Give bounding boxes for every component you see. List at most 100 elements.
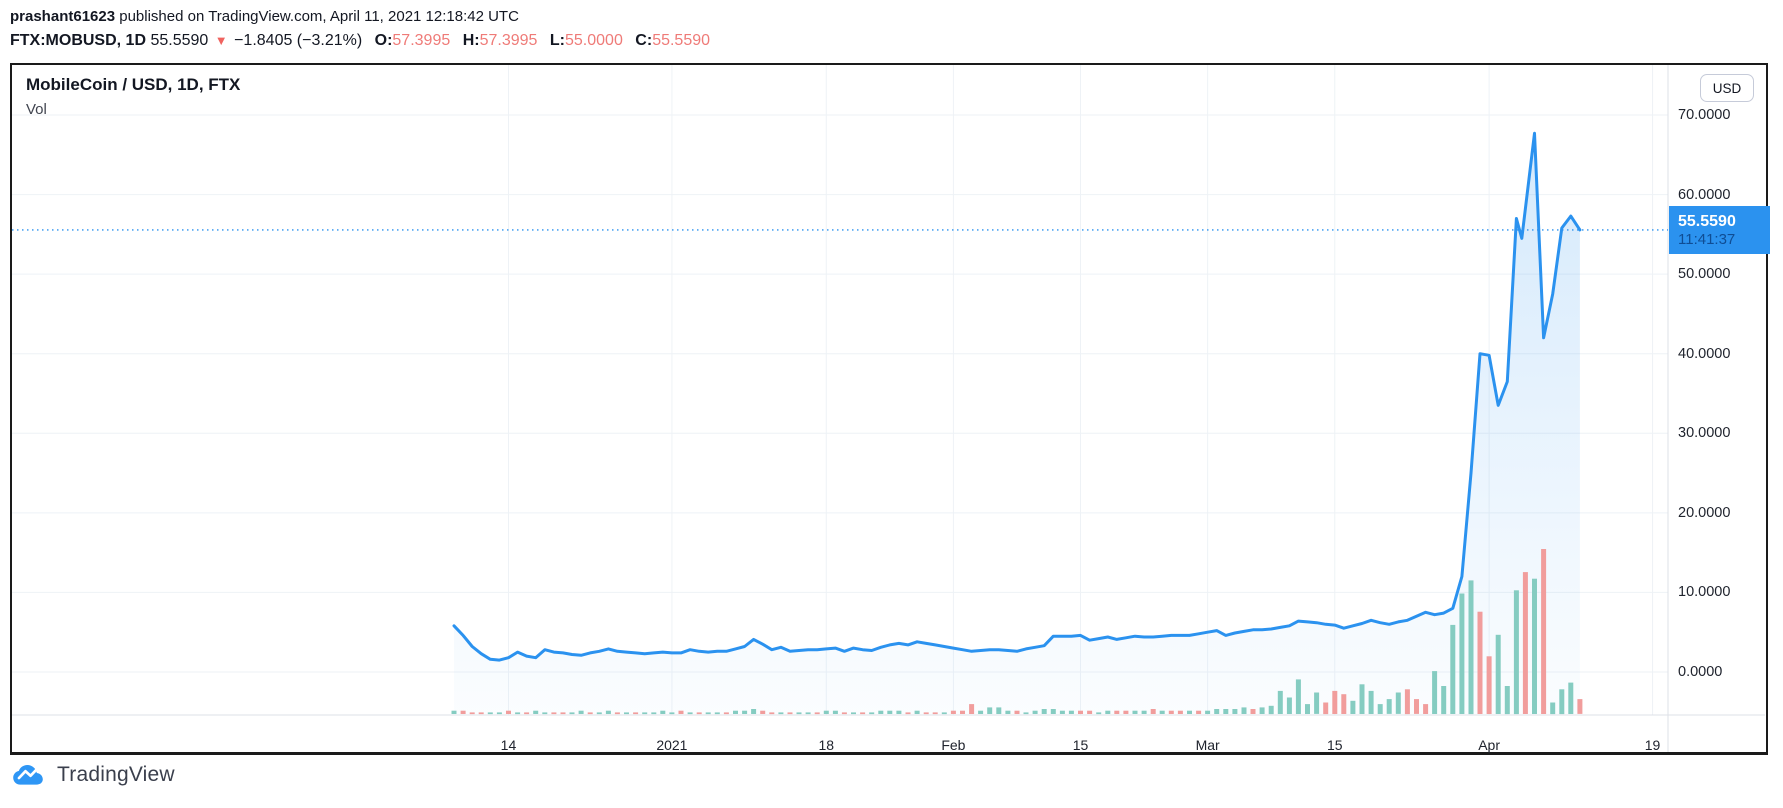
volume-bar-up [1305, 704, 1310, 714]
chart-title: MobileCoin / USD, 1D, FTX [26, 75, 241, 94]
volume-bar-up [1286, 697, 1292, 714]
high-value: 57.3995 [479, 32, 538, 49]
time-axis-label: 18 [818, 737, 835, 753]
volume-bar-up [751, 709, 757, 714]
volume-bar-down [932, 712, 938, 715]
volume-bar-up [578, 710, 584, 714]
volume-bar-up [1395, 692, 1401, 714]
volume-bar-up [987, 707, 993, 714]
volume-bar-up [869, 712, 875, 715]
volume-bar-down [950, 710, 956, 714]
volume-bar-up [978, 710, 984, 714]
volume-bar-down [1477, 611, 1483, 714]
volume-bar-up [1159, 710, 1165, 714]
volume-bar-up [914, 710, 920, 714]
author-name: prashant61623 [10, 8, 116, 25]
volume-bar-down [1486, 656, 1492, 714]
time-axis-label: 19 [1644, 737, 1661, 753]
volume-bar-up [1568, 682, 1574, 714]
volume-bar-up [1223, 709, 1229, 714]
snapshot-header: prashant61623 published on TradingView.c… [10, 6, 710, 52]
time-axis-label: Feb [941, 737, 966, 753]
volume-bar-down [1177, 710, 1183, 714]
volume-bar-up [542, 712, 548, 715]
volume-bar-up [851, 712, 856, 715]
volume-bar-down [1123, 710, 1129, 714]
volume-bar-up [823, 710, 829, 714]
volume-bar-up [941, 712, 947, 715]
publish-info: published on TradingView.com, April 11, … [115, 8, 519, 25]
volume-bar-up [1232, 709, 1238, 714]
volume-bar-up [605, 710, 611, 714]
volume-bar-up [669, 712, 675, 715]
volume-bar-up [1368, 690, 1374, 714]
volume-indicator-label: Vol [26, 101, 47, 118]
volume-bar-up [1268, 705, 1274, 715]
volume-bar-up [660, 710, 666, 714]
price-chart-plot[interactable] [12, 65, 1765, 752]
chart-frame: MobileCoin / USD, 1D, FTX Vol USD 70.000… [10, 63, 1770, 755]
price-axis-label: 40.0000 [1678, 345, 1731, 362]
volume-bar-down [787, 712, 793, 715]
volume-bar-up [624, 712, 629, 715]
volume-bar-down [1577, 699, 1583, 714]
volume-bar-up [1550, 702, 1556, 715]
volume-bar-up [1495, 634, 1501, 714]
volume-bar-down [814, 712, 820, 715]
price-axis-label: 30.0000 [1678, 425, 1731, 442]
volume-bar-up [1050, 709, 1056, 714]
volume-bar-up [1432, 671, 1438, 714]
price-axis-label: 0.0000 [1678, 664, 1723, 680]
volume-bar-up [1205, 710, 1211, 714]
volume-bar-down [633, 712, 639, 715]
volume-bar-up [642, 712, 648, 715]
volume-bar-up [1350, 700, 1356, 714]
volume-bar-up [1504, 686, 1510, 715]
open-label: O: [374, 32, 393, 49]
time-axis-label: 14 [500, 737, 517, 753]
volume-bar-up [569, 712, 575, 715]
volume-bar-up [742, 710, 748, 714]
symbol-name: FTX:MOBUSD, 1D [10, 32, 146, 49]
volume-bar-up [1450, 624, 1456, 714]
volume-bar-up [1459, 593, 1465, 714]
volume-bar-down [1332, 690, 1338, 714]
currency-toggle-button[interactable]: USD [1700, 74, 1754, 102]
volume-bar-down [969, 704, 975, 714]
volume-bar-down [841, 712, 847, 715]
volume-bar-down [1250, 709, 1256, 714]
volume-bar-down [723, 712, 729, 715]
tradingview-cloud-logo-icon [13, 765, 43, 785]
volume-bar-up [1259, 707, 1265, 714]
time-axis-label: Apr [1478, 737, 1501, 753]
volume-bar-up [1214, 709, 1220, 714]
volume-bar-down [1541, 549, 1547, 714]
low-label: L: [549, 32, 565, 49]
tradingview-footer[interactable]: TradingView [12, 763, 175, 787]
volume-bar-down [587, 712, 593, 715]
volume-bar-up [896, 710, 902, 714]
volume-bar-down [1168, 710, 1174, 714]
chart-legend: MobileCoin / USD, 1D, FTX Vol [26, 75, 240, 118]
volume-bar-up [1513, 590, 1519, 715]
volume-bar-down [760, 710, 766, 714]
volume-bar-up [1132, 710, 1138, 714]
volume-bar-up [596, 712, 602, 715]
volume-bar-up [1559, 689, 1565, 715]
low-value: 55.0000 [565, 32, 623, 49]
publish-line: prashant61623 published on TradingView.c… [10, 6, 710, 28]
volume-bar-down [923, 712, 929, 715]
volume-bar-down [478, 712, 484, 715]
volume-bar-up [832, 710, 838, 714]
volume-bar-down [1087, 710, 1093, 714]
tradingview-brand-text: TradingView [57, 763, 175, 786]
volume-bar-up [1441, 686, 1447, 715]
volume-bar-up [1277, 690, 1283, 714]
volume-bar-down [905, 712, 911, 715]
volume-bar-up [1096, 712, 1102, 715]
price-area-fill [454, 133, 1580, 715]
volume-bar-up [714, 712, 720, 715]
volume-bar-down [506, 710, 511, 714]
volume-bar-up [533, 710, 539, 714]
volume-bar-up [1377, 704, 1383, 714]
